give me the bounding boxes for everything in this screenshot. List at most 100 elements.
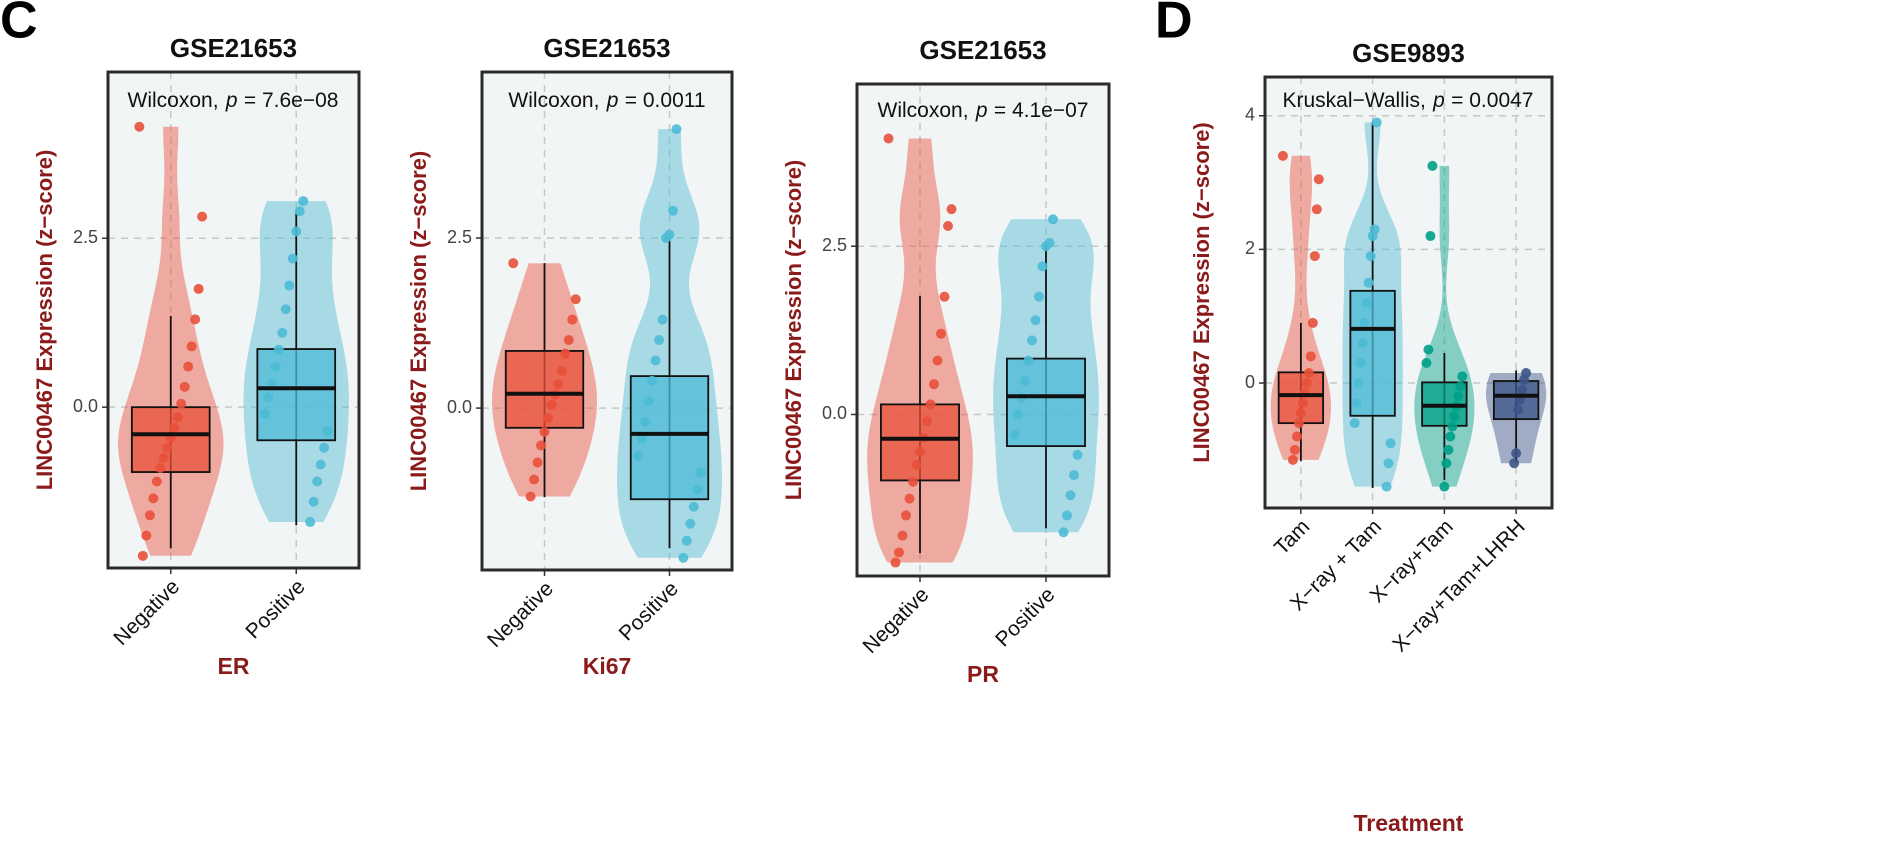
point: [322, 425, 333, 436]
point: [1427, 160, 1438, 171]
point: [1034, 291, 1044, 302]
point: [280, 304, 291, 315]
point: [1311, 204, 1322, 215]
y-tick-label: 4: [1245, 105, 1255, 125]
point: [1023, 355, 1034, 366]
chart-title: GSE21653: [170, 33, 297, 63]
point: [939, 291, 950, 302]
point: [305, 517, 316, 528]
point: [1037, 261, 1048, 272]
point: [1020, 375, 1030, 386]
point: [186, 341, 197, 352]
point: [925, 399, 936, 410]
annotation-test: Wilcoxon,: [508, 89, 599, 112]
x-tick-label: Tam: [1270, 515, 1314, 559]
point: [287, 253, 298, 264]
annotation-p-text: = 7.6e−08: [244, 89, 339, 112]
point: [657, 314, 668, 325]
point: [155, 462, 166, 473]
point: [284, 280, 295, 291]
point: [1361, 297, 1372, 308]
point: [681, 535, 692, 546]
point: [661, 233, 672, 243]
point: [294, 206, 305, 217]
point: [308, 496, 319, 507]
point: [1058, 527, 1069, 538]
point: [897, 530, 908, 541]
point: [169, 422, 180, 433]
point: [1297, 398, 1308, 409]
point: [197, 211, 208, 222]
point: [546, 399, 557, 410]
point: [1439, 481, 1450, 492]
y-tick-label: 0.0: [822, 403, 847, 423]
point: [1447, 421, 1458, 432]
y-tick-label: 2: [1245, 238, 1255, 258]
point: [1287, 454, 1298, 465]
annotation-p-symbol: p: [1432, 89, 1445, 112]
plot-border: [480, 70, 734, 572]
point: [315, 459, 326, 470]
point: [137, 550, 148, 561]
point: [1453, 391, 1464, 402]
point: [532, 457, 543, 468]
x-tick-label: Positive: [615, 577, 683, 645]
point: [908, 476, 918, 487]
chart-title: GSE9893: [1352, 38, 1465, 68]
annotation-p-text: = 4.1e−07: [994, 99, 1089, 122]
point: [667, 205, 678, 216]
point: [1009, 429, 1020, 440]
point: [319, 442, 330, 453]
point: [1357, 337, 1368, 348]
y-tick-label: 2.5: [822, 235, 847, 255]
annotation-p-text: = 0.0011: [625, 89, 706, 112]
point: [298, 196, 309, 207]
x-axis-label: PR: [967, 661, 999, 687]
point: [144, 510, 155, 521]
chart-title: GSE21653: [919, 35, 1046, 65]
annotation-p-symbol: p: [975, 99, 988, 122]
point: [1351, 398, 1362, 409]
point: [1519, 374, 1530, 385]
point: [1385, 438, 1396, 449]
point: [553, 379, 564, 390]
point: [162, 442, 173, 453]
point: [1425, 231, 1436, 242]
point: [1295, 408, 1306, 419]
annotation-test: Wilcoxon,: [128, 89, 219, 112]
annotation-p-symbol: p: [606, 89, 619, 112]
point: [1449, 411, 1460, 422]
y-tick-label: 2.5: [73, 227, 98, 247]
point: [266, 378, 277, 389]
point: [172, 412, 183, 423]
point: [946, 204, 957, 215]
point: [312, 476, 323, 487]
point: [932, 355, 943, 366]
point: [176, 398, 187, 409]
point: [1030, 315, 1041, 326]
point: [560, 348, 571, 359]
point: [259, 408, 270, 419]
point: [633, 450, 644, 461]
y-axis-label: LINC00467 Expression (z−score): [406, 151, 431, 492]
point: [1013, 409, 1023, 420]
point: [1383, 458, 1394, 469]
point: [1048, 214, 1058, 225]
point: [671, 124, 682, 135]
point: [1303, 368, 1314, 379]
annotation: Kruskal−Wallis, p = 0.0047: [1282, 89, 1533, 112]
point: [141, 530, 152, 541]
plot-border: [106, 70, 361, 570]
x-axis-label: Treatment: [1354, 810, 1464, 836]
annotation: Wilcoxon, p = 0.0011: [508, 89, 705, 112]
point: [291, 226, 302, 237]
point: [1349, 418, 1360, 429]
x-tick-label: Positive: [991, 583, 1059, 651]
point: [134, 121, 145, 132]
x-tick-label: X−ray+Tam+LHRH: [1388, 515, 1529, 656]
point: [158, 452, 169, 463]
annotation-p-symbol: p: [225, 89, 238, 112]
point: [901, 510, 911, 521]
point: [1371, 117, 1382, 128]
point: [1517, 384, 1528, 395]
